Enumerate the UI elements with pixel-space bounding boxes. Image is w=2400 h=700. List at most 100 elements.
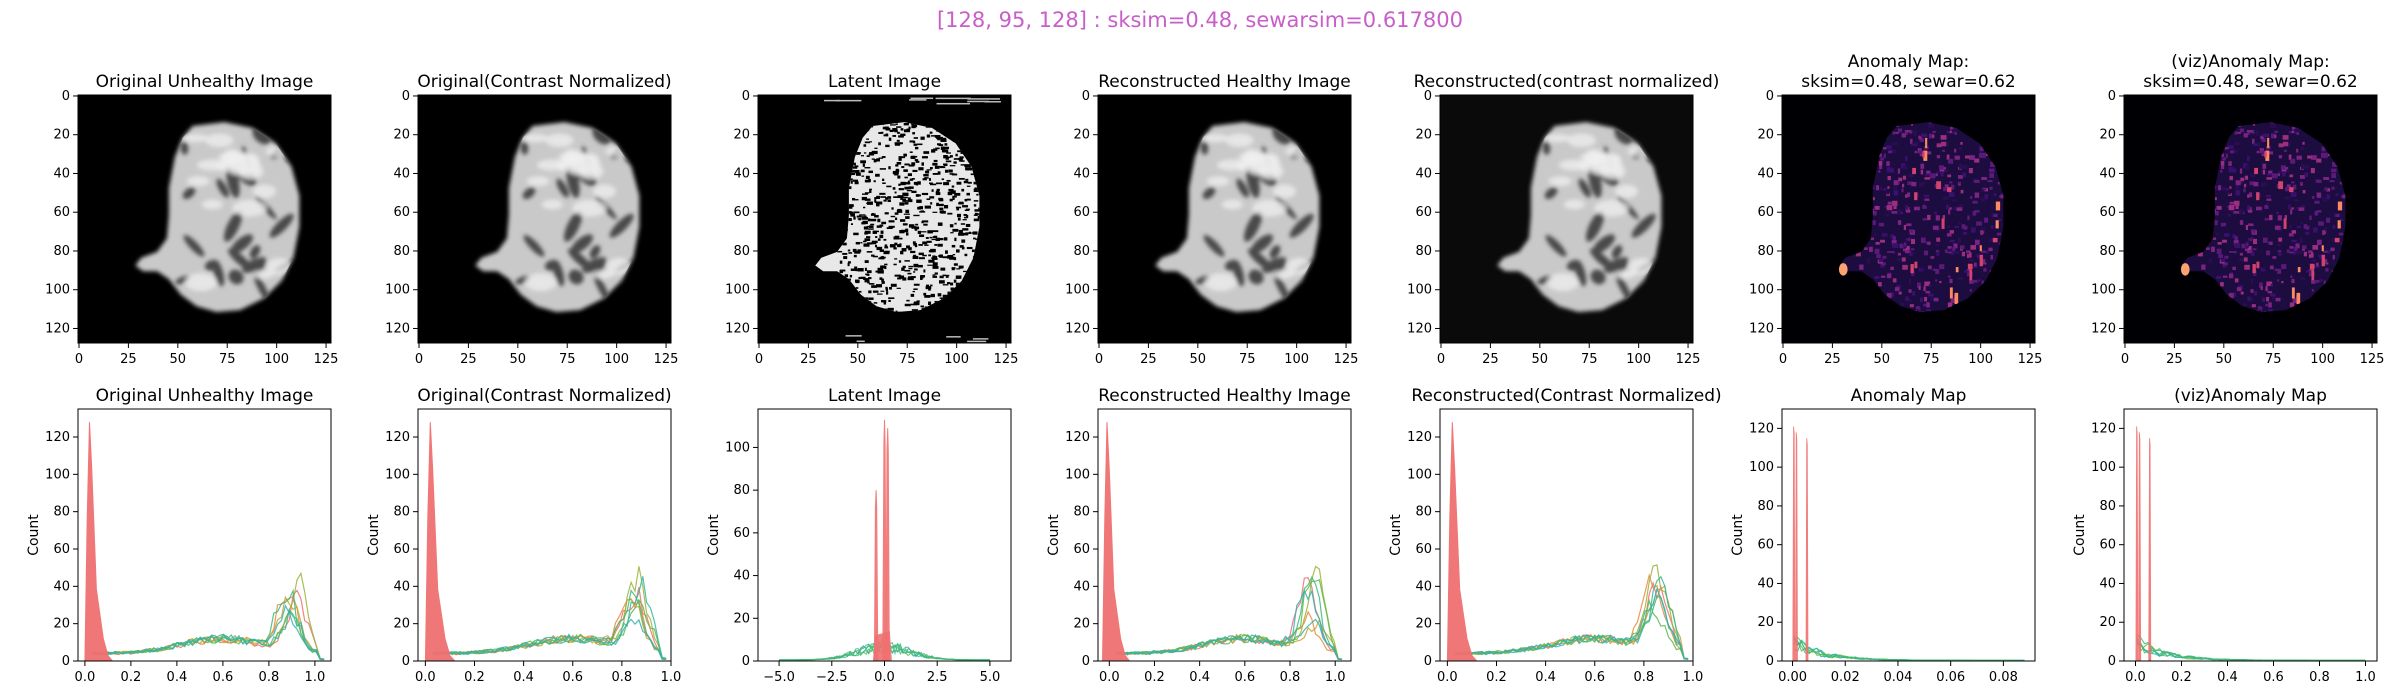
anomaly-pixel: [1891, 292, 1895, 297]
sulcus: [1578, 178, 1591, 198]
anomaly-pixel: [1936, 155, 1941, 159]
y-tick-label: 60: [1415, 205, 1432, 220]
anomaly-pixel: [2278, 237, 2283, 242]
latent-pixel: [912, 241, 916, 244]
x-tick-label: 100: [2310, 352, 2335, 367]
anomaly-pixel: [1870, 237, 1875, 241]
latent-pixel: [934, 243, 938, 246]
latent-pixel: [911, 309, 918, 312]
anomaly-pixel: [1920, 163, 1925, 169]
latent-pixel: [879, 168, 886, 170]
anomaly-pixel: [1940, 171, 1944, 177]
anomaly-pixel: [1982, 187, 1987, 191]
anomaly-pixel: [2312, 245, 2319, 250]
anomaly-hotspot: [2252, 264, 2256, 274]
sulcus: [1537, 275, 1552, 285]
anomaly-hotspot: [2256, 261, 2260, 269]
anomaly-pixel: [1906, 192, 1911, 198]
latent-pixel: [900, 128, 904, 131]
anomaly-pixel: [1908, 237, 1912, 240]
anomaly-pixel: [2299, 175, 2305, 179]
anomaly-pixel: [1905, 245, 1910, 251]
latent-pixel: [970, 173, 975, 176]
anomaly-pixel: [1980, 250, 1986, 253]
y-tick-label: 0: [62, 89, 70, 104]
anomaly-pixel: [1924, 296, 1928, 302]
latent-pixel: [850, 213, 856, 217]
anomaly-pixel: [1989, 168, 1995, 173]
latent-pixel: [924, 177, 929, 179]
anomaly-pixel: [2268, 308, 2273, 312]
latent-pixel: [917, 264, 923, 268]
anomaly-pixel: [2281, 280, 2284, 284]
latent-pixel: [938, 280, 945, 284]
anomaly-pixel: [2266, 281, 2273, 287]
latent-pixel: [939, 207, 944, 210]
latent-pixel: [922, 220, 929, 223]
panel-title: Latent Image: [828, 72, 941, 92]
latent-pixel: [912, 132, 916, 135]
x-tick-label: 100: [264, 352, 289, 367]
x-tick-label: 50: [510, 352, 527, 367]
hist-plot: [2135, 426, 2366, 661]
y-tick-label: 100: [385, 283, 410, 298]
x-tick-label: 25: [1482, 352, 1499, 367]
anomaly-pixel: [2234, 200, 2240, 206]
anomaly-pixel: [1922, 206, 1927, 209]
anomaly-pixel: [1987, 180, 1993, 183]
x-tick-label: 75: [899, 352, 916, 367]
latent-pixel: [931, 238, 936, 241]
latent-pixel: [897, 195, 904, 199]
x-tick-label: 1.0: [1325, 670, 1346, 685]
latent-pixel: [881, 156, 886, 159]
latent-pixel: [934, 235, 938, 239]
anomaly-pixel: [1957, 181, 1961, 185]
anomaly-pixel: [1875, 205, 1879, 210]
anomaly-pixel: [2264, 182, 2268, 186]
latent-pixel: [963, 214, 967, 216]
latent-pixel: [913, 271, 916, 273]
anomaly-pixel: [2302, 189, 2306, 194]
anomaly-pixel: [2288, 141, 2291, 147]
latent-pixel: [966, 214, 969, 219]
latent-pixel: [923, 223, 928, 226]
latent-pixel: [896, 126, 902, 128]
latent-pixel: [932, 255, 936, 259]
anomaly-pixel: [2324, 187, 2329, 191]
anomaly-pixel: [2262, 133, 2269, 138]
white-matter: [1588, 154, 1623, 173]
y-tick-label: 40: [393, 166, 410, 181]
white-matter: [1206, 176, 1230, 187]
anomaly-pixel: [2275, 297, 2281, 302]
latent-pixel: [940, 166, 946, 169]
latent-pixel: [932, 264, 937, 267]
x-tick-label: 25: [800, 352, 817, 367]
x-tick-label: 0.0: [1437, 670, 1458, 685]
anomaly-pixel: [2252, 138, 2255, 145]
anomaly-pixel: [2313, 227, 2318, 233]
sulcus: [182, 187, 196, 200]
anomaly-pixel: [2268, 302, 2272, 308]
anomaly-pixel: [1960, 245, 1965, 249]
anomaly-pixel: [2229, 251, 2235, 253]
anomaly-pixel: [2332, 254, 2335, 260]
latent-pixel: [964, 198, 968, 202]
anomaly-pixel: [1949, 181, 1953, 184]
latent-pixel: [900, 250, 904, 255]
latent-pixel: [908, 265, 914, 268]
sulcus: [1289, 213, 1314, 238]
latent-pixel: [946, 282, 951, 285]
anomaly-hotspot: [1914, 261, 1918, 269]
anomaly-pixel: [2246, 239, 2250, 244]
latent-pixel: [868, 170, 873, 174]
anomaly-pixel: [1957, 222, 1962, 225]
anomaly-pixel: [1892, 236, 1896, 241]
x-tick-label: 0: [1779, 352, 1787, 367]
sulcus: [1243, 210, 1263, 242]
latent-pixel: [880, 265, 885, 269]
anomaly-pixel: [1878, 258, 1884, 263]
anomaly-pixel: [2239, 209, 2244, 213]
latent-pixel: [958, 232, 965, 236]
anomaly-pixel: [2220, 282, 2224, 287]
sulcus: [175, 275, 190, 285]
